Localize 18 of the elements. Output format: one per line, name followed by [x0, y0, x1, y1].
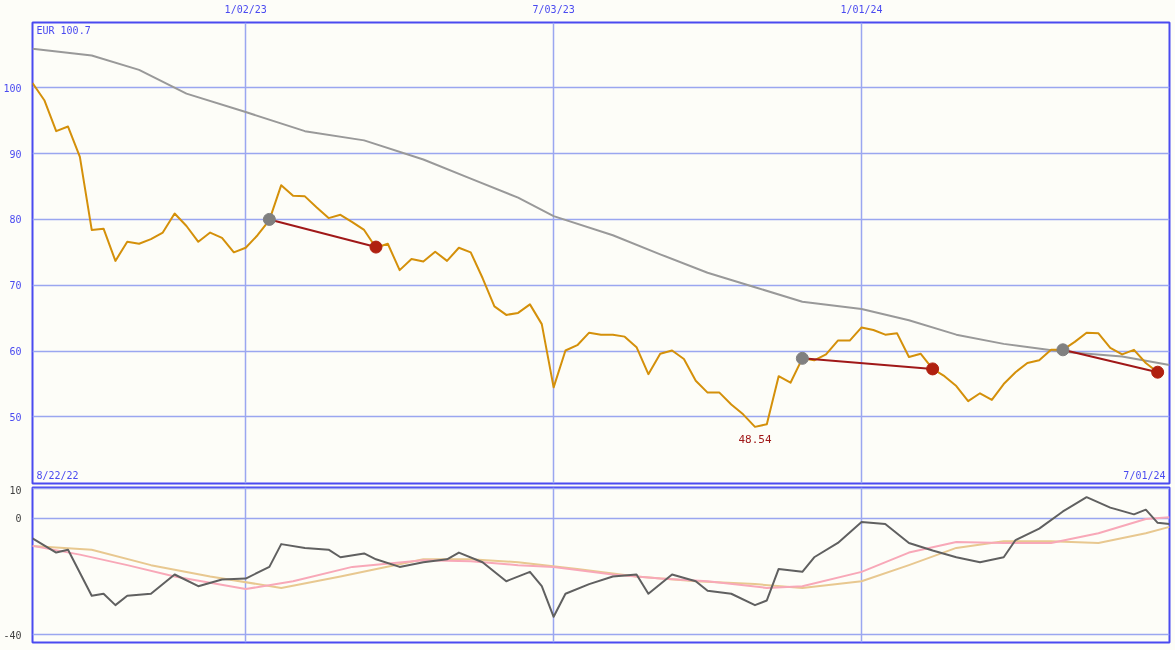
annotation: 48.54 — [738, 432, 772, 446]
y-tick-label: 60 — [9, 346, 22, 358]
y-tick-label: 50 — [9, 411, 22, 423]
line-series — [32, 496, 1170, 618]
x-tick-label: 7/03/23 — [532, 3, 575, 15]
annotation: EUR 100.7 — [36, 24, 91, 36]
y-tick-label: 90 — [9, 148, 22, 160]
line-series — [32, 47, 1170, 366]
annotation: 7/01/24 — [1123, 469, 1166, 481]
y-tick-label: 100 — [3, 82, 22, 94]
annotation: 8/22/22 — [36, 469, 79, 481]
y-tick-label: 0 — [15, 513, 22, 525]
y-tick-label: 10 — [9, 484, 22, 496]
y-tick-label: 80 — [9, 214, 22, 226]
y-tick-label: -40 — [3, 629, 22, 641]
x-tick-label: 1/02/23 — [224, 3, 267, 15]
y-tick-label: 70 — [9, 280, 22, 292]
x-tick-label: 1/01/24 — [840, 3, 883, 15]
